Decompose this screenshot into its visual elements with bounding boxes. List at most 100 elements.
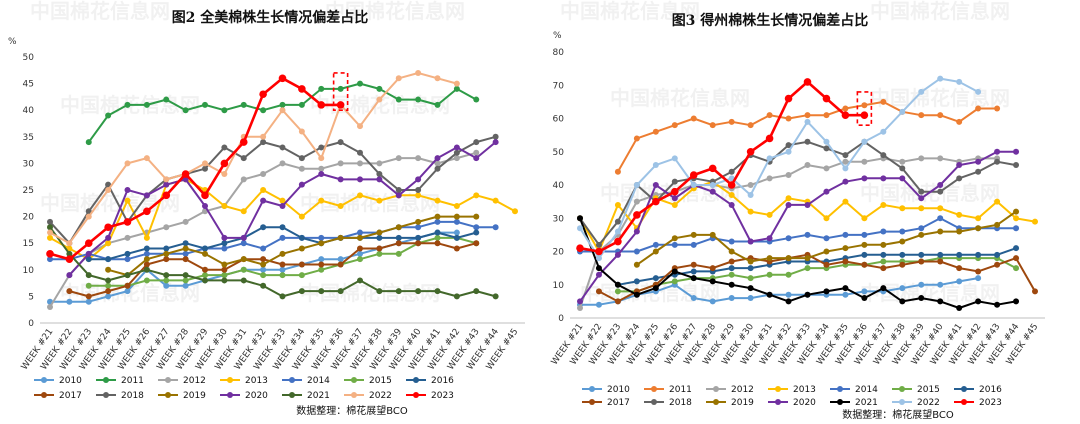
data-point-2011	[861, 102, 868, 109]
data-point-2014	[633, 248, 640, 255]
data-point-2022	[956, 78, 963, 85]
data-point-2016	[376, 234, 383, 241]
legend-label: 2011	[121, 376, 144, 386]
data-point-2015	[182, 277, 189, 284]
data-point-2023	[84, 239, 93, 247]
data-point-2018	[994, 158, 1001, 165]
data-point-2015	[105, 282, 112, 289]
data-point-2012	[163, 224, 170, 231]
data-point-2018	[105, 181, 112, 188]
data-point-2010	[337, 256, 344, 263]
data-point-2011	[85, 139, 92, 146]
legend-item-2010: 2010	[34, 376, 82, 386]
data-point-2022	[453, 80, 460, 87]
data-point-2011	[473, 96, 480, 103]
data-point-2018	[240, 155, 247, 162]
data-point-2019	[376, 229, 383, 236]
data-point-2014	[221, 245, 228, 252]
legend-item-2021: 2021	[282, 391, 330, 401]
series-line-2014	[50, 220, 496, 261]
data-point-2020	[595, 271, 602, 278]
legend-label: 2012	[183, 376, 206, 386]
data-point-2023	[670, 187, 679, 196]
data-point-2019	[994, 221, 1001, 228]
data-point-2020	[260, 197, 267, 204]
watermark-text: 中国棉花信息网	[610, 86, 750, 110]
data-point-2013	[823, 215, 830, 222]
data-point-2021	[202, 277, 208, 284]
legend-label: 2017	[59, 391, 82, 401]
data-point-2016	[298, 234, 305, 241]
data-point-2011	[804, 112, 811, 119]
data-point-2022	[298, 128, 305, 135]
data-point-2018	[728, 168, 735, 175]
data-point-2013	[1032, 218, 1038, 225]
legend-label: 2010	[607, 385, 630, 395]
data-point-2012	[47, 304, 53, 311]
data-point-2022	[747, 191, 754, 198]
data-point-2018	[937, 188, 944, 195]
legend-swatch-dot	[41, 377, 47, 383]
data-point-2016	[880, 251, 887, 258]
data-point-2023	[689, 171, 698, 179]
data-point-2012	[747, 182, 754, 188]
data-point-2020	[937, 182, 944, 188]
highlight-box	[332, 72, 349, 112]
data-point-2019	[842, 245, 849, 252]
data-point-2013	[473, 192, 480, 199]
data-point-2012	[415, 155, 422, 162]
data-point-2016	[105, 256, 112, 263]
data-point-2020	[918, 195, 925, 202]
data-point-2017	[221, 266, 228, 273]
data-point-2017	[279, 261, 286, 268]
legend-swatch-dot	[837, 399, 843, 405]
legend-swatch-dot	[351, 392, 357, 398]
series-2023	[46, 74, 345, 263]
data-point-2021	[671, 268, 678, 275]
data-point-2013	[221, 202, 228, 209]
data-point-2020	[823, 188, 830, 195]
legend-swatch-dot	[103, 377, 109, 383]
data-point-2019	[1013, 208, 1020, 215]
watermark-text: 中国棉花信息网	[30, 0, 170, 23]
legend-item-2021: 2021	[830, 398, 878, 408]
data-point-2014	[861, 231, 868, 238]
legend-swatch-dot	[165, 392, 171, 398]
data-point-2023	[765, 134, 774, 143]
data-point-2022	[415, 69, 422, 76]
data-point-2021	[728, 281, 735, 288]
legend-label: 2017	[607, 398, 630, 408]
data-point-2011	[785, 115, 792, 122]
data-point-2020	[202, 202, 208, 209]
data-point-2022	[357, 123, 363, 130]
data-point-2018	[337, 139, 344, 146]
y-tick-label: 5	[28, 292, 34, 302]
y-tick-label: 0	[558, 314, 564, 324]
data-point-2019	[260, 261, 267, 268]
data-point-2013	[492, 197, 499, 204]
data-point-2011	[202, 101, 208, 108]
data-point-2013	[512, 208, 518, 215]
data-point-2021	[143, 266, 150, 273]
data-point-2012	[182, 218, 189, 225]
data-point-2011	[105, 112, 112, 119]
data-point-2014	[671, 241, 678, 248]
data-point-2021	[975, 298, 982, 305]
legend-label: 2023	[431, 391, 454, 401]
data-point-2013	[1013, 215, 1020, 222]
watermark-text: 中国棉花信息网	[560, 0, 700, 23]
data-point-2023	[727, 181, 736, 189]
data-point-2020	[747, 238, 754, 245]
series-2017	[66, 240, 480, 300]
data-point-2013	[376, 197, 383, 204]
data-point-2014	[453, 218, 460, 225]
data-point-2019	[728, 248, 735, 255]
data-point-2020	[1013, 148, 1020, 155]
data-point-2012	[766, 175, 773, 182]
data-point-2016	[1013, 245, 1020, 252]
data-point-2011	[690, 115, 697, 122]
legend-label: 2013	[245, 376, 268, 386]
data-point-2020	[357, 176, 363, 183]
data-point-2013	[337, 202, 344, 209]
data-point-2020	[85, 250, 92, 257]
